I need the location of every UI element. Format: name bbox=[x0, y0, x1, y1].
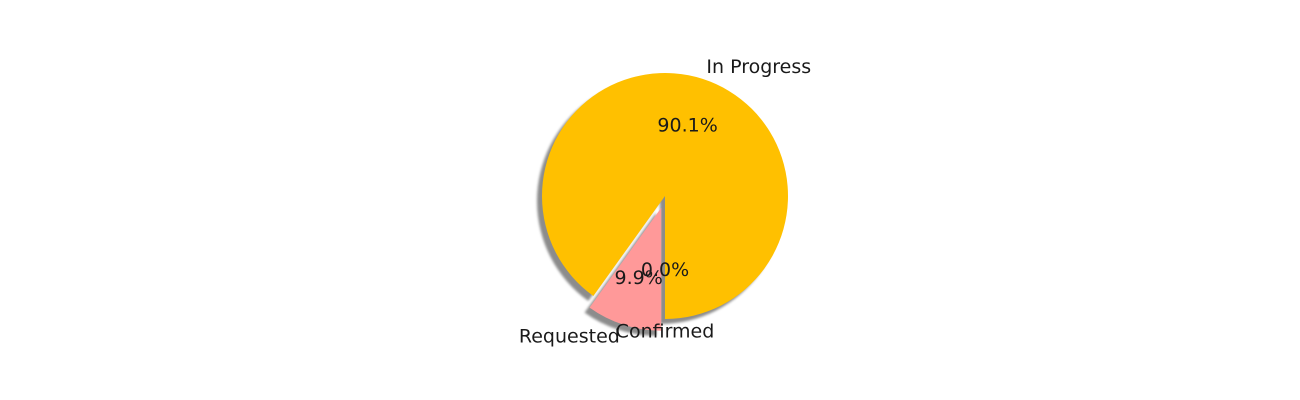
pie-label-layer: 90.1% In Progress 9.9% Requested 0.0% Confirm… bbox=[519, 56, 811, 347]
pie-slice-in-progress bbox=[541, 73, 788, 320]
pie-pct-label-in-progress: 90.1% bbox=[657, 115, 717, 137]
pie-category-label-confirmed: Confirmed bbox=[616, 320, 715, 342]
pie-pct-label-requested: 9.9% bbox=[615, 267, 663, 289]
pie-category-label-requested: Requested bbox=[519, 326, 620, 348]
pie-pct-label-confirmed: 0.0% bbox=[641, 259, 689, 281]
pie-category-label-in-progress: In Progress bbox=[706, 56, 811, 78]
pie-slice-layer bbox=[541, 73, 788, 331]
pie-slice-requested bbox=[589, 207, 662, 331]
